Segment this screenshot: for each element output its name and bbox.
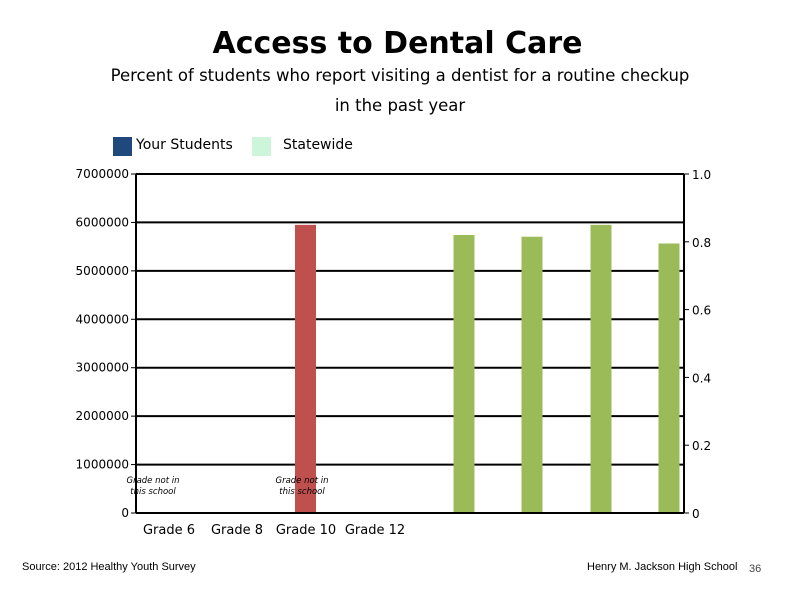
chart-subtitle-line1: Percent of students who report visiting … [110, 66, 690, 85]
chart-subtitle-line2: in the past year [334, 96, 466, 115]
category-label: Grade 12 [345, 523, 405, 538]
category-label: Grade 6 [143, 523, 195, 538]
annotation-grade-not-in-school: Grade not in [276, 476, 329, 486]
left-tick-label: 0 [121, 506, 129, 520]
chart-title: Access to Dental Care [212, 26, 583, 61]
left-tick-label: 2000000 [76, 409, 129, 423]
annotation-grade-not-in-school: Grade not in [127, 476, 180, 486]
axes [131, 173, 689, 514]
right-tick-label: 0.4 [692, 371, 711, 385]
page-number: 36 [749, 563, 762, 575]
bar-statewide [590, 224, 612, 513]
right-tick-label: 0.6 [692, 304, 711, 318]
left-tick-label: 6000000 [76, 215, 129, 229]
bars [295, 224, 680, 513]
left-tick-label: 3000000 [76, 361, 129, 375]
annotation-grade-not-in-school: this school [279, 487, 325, 497]
tick-labels: 0 1000000 2000000 3000000 4000000 5000000 6000… [76, 167, 712, 538]
legend-swatch-your-students [113, 137, 132, 156]
legend-swatch-statewide [252, 137, 271, 156]
left-tick-label: 1000000 [76, 458, 129, 472]
right-tick-label: 0 [692, 507, 700, 521]
bar-statewide [453, 235, 475, 513]
legend-label-your-students: Your Students [136, 137, 233, 153]
right-tick-label: 0.8 [692, 236, 711, 250]
bar-your-students [295, 224, 316, 513]
school-name: Henry M. Jackson High School [587, 561, 738, 573]
right-tick-label: 0.2 [692, 439, 711, 453]
left-tick-label: 7000000 [76, 167, 129, 181]
bar-statewide [521, 236, 543, 513]
category-label: Grade 10 [276, 523, 336, 538]
left-tick-label: 4000000 [76, 312, 129, 326]
source-note: Source: 2012 Healthy Youth Survey [22, 561, 196, 573]
legend-label-statewide: Statewide [283, 137, 353, 153]
bar-statewide [658, 243, 680, 513]
annotation-grade-not-in-school: this school [130, 487, 176, 497]
left-tick-label: 5000000 [76, 264, 129, 278]
right-tick-label: 1.0 [692, 168, 711, 182]
category-label: Grade 8 [211, 523, 263, 538]
